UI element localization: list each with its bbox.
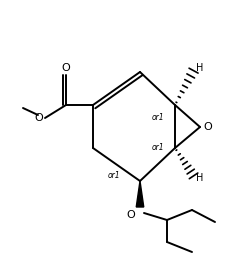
Polygon shape <box>136 181 144 207</box>
Text: O: O <box>62 63 70 73</box>
Text: H: H <box>196 63 203 73</box>
Text: or1: or1 <box>108 170 120 180</box>
Text: O: O <box>34 113 43 123</box>
Text: or1: or1 <box>152 114 164 122</box>
Text: H: H <box>196 173 203 183</box>
Text: or1: or1 <box>152 144 164 152</box>
Text: O: O <box>126 210 135 220</box>
Text: O: O <box>203 122 212 132</box>
